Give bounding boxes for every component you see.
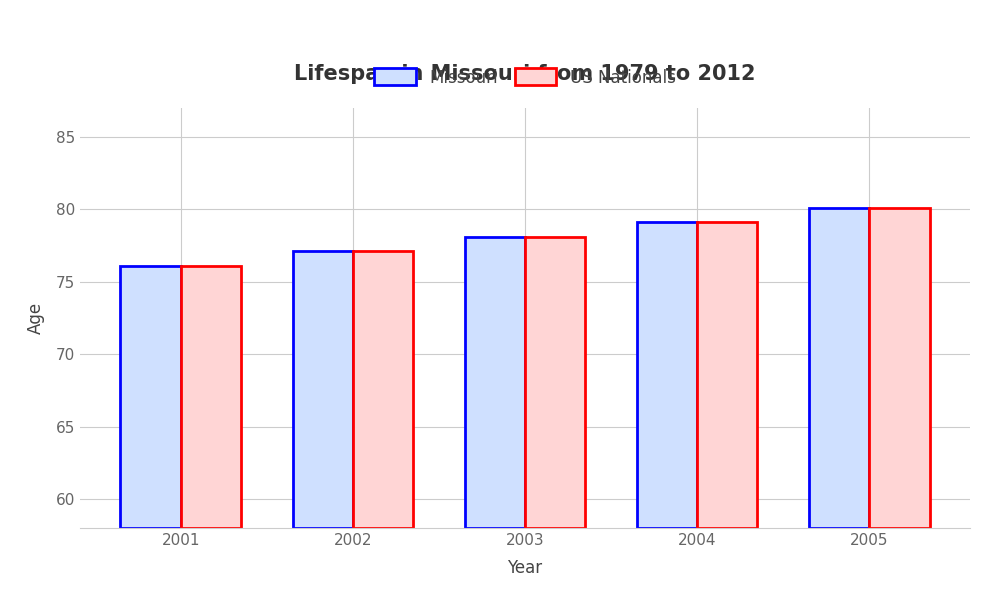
Title: Lifespan in Missouri from 1979 to 2012: Lifespan in Missouri from 1979 to 2012: [294, 64, 756, 84]
Bar: [181, 266, 241, 528]
Bar: [465, 237, 525, 528]
Bar: [293, 251, 353, 528]
Bar: [809, 208, 869, 528]
Bar: [697, 223, 757, 528]
Y-axis label: Age: Age: [27, 302, 45, 334]
Bar: [869, 208, 930, 528]
Bar: [353, 251, 413, 528]
X-axis label: Year: Year: [507, 559, 543, 577]
Bar: [525, 237, 585, 528]
Legend: Missouri, US Nationals: Missouri, US Nationals: [368, 62, 682, 93]
Bar: [120, 266, 181, 528]
Bar: [637, 223, 697, 528]
